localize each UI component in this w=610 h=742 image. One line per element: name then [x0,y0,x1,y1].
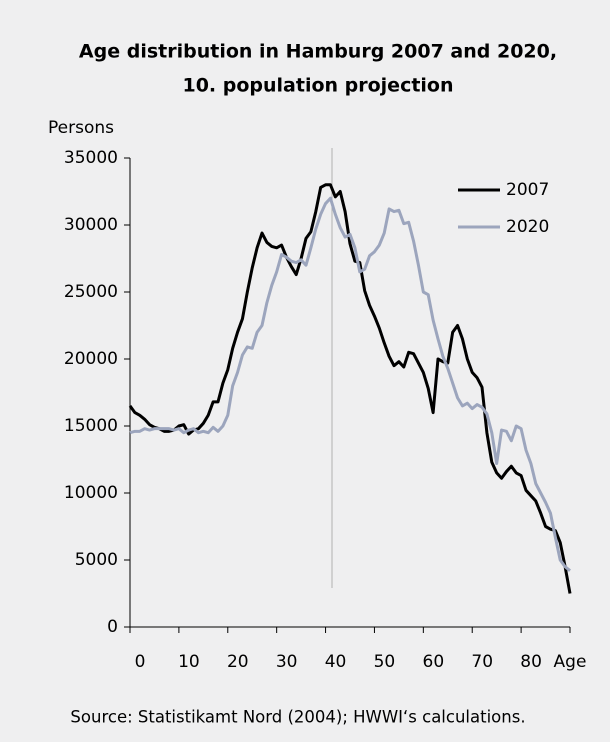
x-tick-label: 20 [227,652,249,672]
x-tick-label: 10 [178,652,200,672]
x-tick-label: 50 [374,652,396,672]
y-tick-label: 15000 [64,416,118,436]
series-line [129,196,571,572]
x-tick-label: 0 [135,652,146,672]
x-tick-label: 80 [520,652,542,672]
x-axis-label: Age [554,652,587,672]
y-tick-label: 20000 [64,349,118,369]
source-note: Source: Statistikamt Nord (2004); HWWI‘s… [70,708,525,727]
y-tick-label: 0 [107,617,118,637]
x-tick-label: 60 [423,652,445,672]
x-tick-label: 70 [471,652,493,672]
x-tick-label: 40 [325,652,347,672]
legend-label: 2007 [506,180,549,200]
y-tick-label: 5000 [75,550,118,570]
chart-title: Age distribution in Hamburg 2007 and 202… [79,41,557,63]
series-line [128,183,572,594]
y-tick-label: 35000 [64,148,118,168]
x-tick-label: 30 [276,652,298,672]
chart-title: 10. population projection [182,75,453,97]
legend-label: 2020 [506,217,549,237]
y-tick-label: 25000 [64,282,118,302]
y-tick-label: 30000 [64,215,118,235]
y-tick-label: 10000 [64,483,118,503]
y-axis-label: Persons [48,118,114,138]
